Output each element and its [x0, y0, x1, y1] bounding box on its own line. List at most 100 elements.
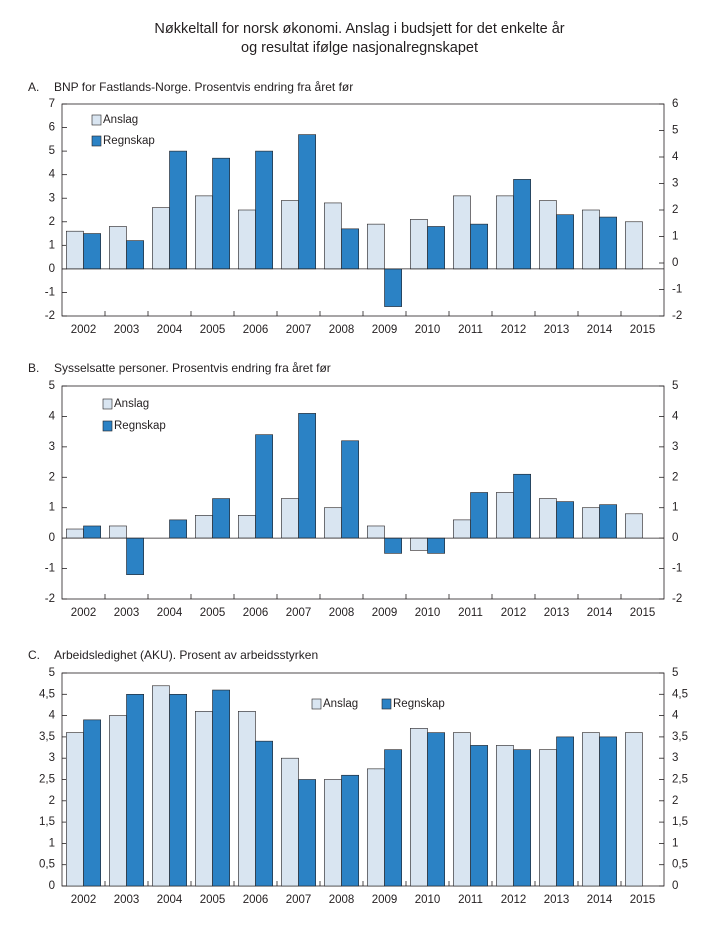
panel-a-left-tick-label: 3 [49, 192, 55, 204]
panel-c-legend-label-regnskap: Regnskap [393, 698, 445, 710]
panel-a-legend-label-anslag: Anslag [103, 114, 138, 126]
panel-b-x-label: 2015 [630, 607, 656, 619]
panel-c-x-label: 2008 [329, 894, 355, 906]
panel-b-bar-anslag [109, 525, 127, 539]
panel-c-bar-anslag [109, 715, 127, 887]
panel-b-x-label: 2007 [286, 607, 312, 619]
panel-c-bar-anslag [581, 732, 600, 887]
panel-a-bar-regnskap [126, 240, 145, 270]
panel-c-bar-anslag [624, 732, 643, 887]
panel-c-right-tick-label: 3,5 [672, 731, 688, 743]
panel-a-legend-swatch-regnskap [91, 135, 102, 147]
panel-a-left-tick-label: 0 [49, 263, 55, 275]
panel-b-bar-regnskap [599, 504, 618, 539]
panel-c-x-label: 2009 [372, 894, 398, 906]
panel-b-x-label: 2003 [114, 607, 140, 619]
panel-c-bar-regnskap [83, 719, 102, 887]
panel-b-left-tick-label: 3 [49, 441, 55, 453]
panel-c-bar-anslag [152, 685, 170, 887]
panel-a-bar-regnskap [556, 214, 575, 270]
panel-c-left-tick-label: 4,5 [39, 688, 55, 700]
panel-a-x-label: 2014 [587, 324, 613, 336]
panel-a-right-tick-label: 2 [672, 204, 678, 216]
panel-c-bar-regnskap [513, 749, 532, 887]
panel-c-x-label: 2002 [71, 894, 97, 906]
panel-a-bar-anslag [495, 195, 514, 270]
panel-a-x-label: 2013 [544, 324, 570, 336]
panel-a-letter: A. [28, 80, 40, 94]
panel-b-bar-anslag [195, 515, 213, 539]
panel-c-left-tick-label: 3 [49, 752, 55, 764]
panel-a-x-label: 2009 [372, 324, 398, 336]
panel-b-bar-anslag [581, 507, 600, 539]
panel-b-left-tick-label: 4 [49, 410, 56, 422]
panel-b-bar-regnskap [384, 537, 403, 554]
panel-b-x-label: 2005 [200, 607, 226, 619]
panel-b-x-label: 2004 [157, 607, 183, 619]
panel-a-left-tick-label: 7 [49, 98, 55, 110]
panel-c-letter: C. [28, 648, 40, 662]
panel-b-left-tick-label: -2 [45, 593, 55, 605]
panel-b-bar-regnskap [255, 434, 274, 539]
panel-a-x-label: 2015 [630, 324, 656, 336]
panel-c-x-label: 2004 [157, 894, 183, 906]
panel-a-right-tick-label: -1 [672, 284, 682, 296]
panel-a-bar-anslag [624, 221, 643, 270]
panel-c-bar-anslag [66, 732, 84, 887]
panel-a-bar-anslag [581, 209, 600, 270]
panel-b-right-tick-label: -1 [672, 563, 682, 575]
panel-c-right-tick-label: 0 [672, 880, 678, 892]
panel-c-legend-label-anslag: Anslag [323, 698, 358, 710]
panel-b-right-tick-label: 3 [672, 441, 678, 453]
main-title: Nøkkeltall for norsk økonomi. Anslag i b… [0, 20, 719, 58]
panel-b-bar-regnskap [427, 537, 446, 554]
panel-c-left-tick-label: 2,5 [39, 774, 55, 786]
panel-a-bar-regnskap [83, 233, 102, 270]
panel-b-right-tick-label: -2 [672, 593, 682, 605]
panel-c-bar-regnskap [427, 732, 446, 887]
panel-c-title: C. Arbeidsledighet (AKU). Prosent av arbe… [28, 648, 318, 662]
panel-a-right-tick-label: -2 [672, 310, 682, 322]
panel-b-left-tick-label: 5 [49, 380, 55, 392]
panel-c-x-label: 2003 [114, 894, 140, 906]
panel-a-right-tick-label: 6 [672, 98, 678, 110]
panel-c-x-label: 2010 [415, 894, 441, 906]
main-title-line-2: og resultat ifølge nasjonalregnskapet [241, 40, 478, 56]
panel-b-bar-regnskap [126, 537, 145, 575]
panel-a-x-label: 2007 [286, 324, 312, 336]
panel-a-left-tick-label: 6 [49, 122, 55, 134]
panel-a-bar-regnskap [513, 179, 532, 270]
panel-b-bar-anslag [238, 515, 256, 539]
panel-c-right-tick-label: 2 [672, 795, 678, 807]
panel-a-left-tick-label: -1 [45, 286, 55, 298]
panel-a-x-label: 2005 [200, 324, 226, 336]
panel-c-bar-anslag [409, 728, 428, 887]
panel-c-bar-regnskap [126, 693, 145, 887]
panel-c-left-tick-label: 2 [49, 795, 55, 807]
panel-b-legend-swatch-regnskap [102, 420, 113, 432]
panel-c-bar-anslag [195, 711, 213, 887]
panel-b-right-tick-label: 0 [672, 532, 678, 544]
panel-c-right-tick-label: 4 [672, 710, 679, 722]
main-title-line-1: Nøkkeltall for norsk økonomi. Anslag i b… [154, 21, 565, 37]
panel-c-bar-anslag [366, 768, 385, 887]
panel-c-left-tick-label: 0 [49, 880, 55, 892]
panel-a-right-tick-label: 5 [672, 125, 678, 137]
panel-b-bar-anslag [323, 507, 342, 539]
panel-c-bar-regnskap [169, 693, 188, 887]
panel-a-right-tick-label: 4 [672, 151, 679, 163]
panel-b-bar-anslag [624, 513, 643, 539]
panel-a-bar-anslag [195, 195, 213, 270]
panel-a-bar-regnskap [599, 216, 618, 270]
panel-b-bar-regnskap [298, 413, 317, 539]
panel-b-x-label: 2011 [458, 607, 483, 619]
panel-a-bar-anslag [66, 230, 84, 270]
panel-c-title-text: Arbeidsledighet (AKU). Prosent av arbeid… [54, 648, 319, 662]
panel-a-bar-regnskap [298, 134, 317, 270]
panel-c-legend-swatch-anslag [311, 698, 322, 710]
panel-b-left-tick-label: 0 [49, 532, 55, 544]
panel-b-legend-swatch-anslag [102, 398, 113, 410]
panel-b-x-label: 2008 [329, 607, 355, 619]
panel-a-bar-anslag [409, 219, 428, 270]
panel-c-bar-regnskap [384, 749, 403, 887]
